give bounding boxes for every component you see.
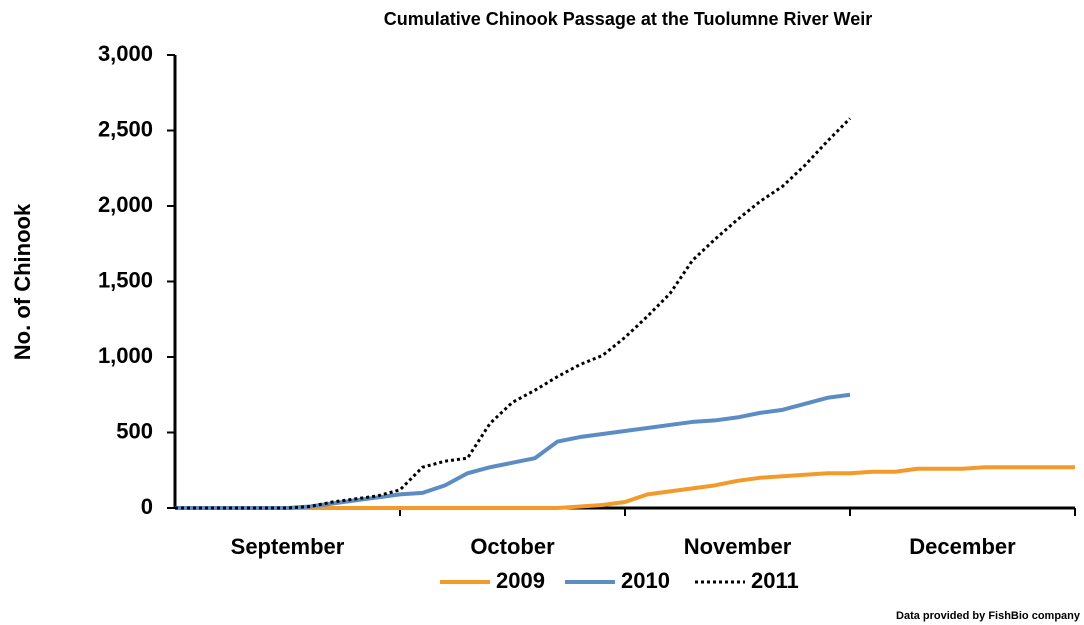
chart-title: Cumulative Chinook Passage at the Tuolum… (384, 9, 872, 29)
series-line (175, 117, 852, 510)
series-line (175, 465, 1075, 510)
y-tick-label: 1,500 (98, 267, 153, 292)
y-tick-label: 2,000 (98, 192, 153, 217)
x-tick-label: October (470, 534, 555, 559)
series-line (175, 392, 851, 510)
y-tick-label: 2,500 (98, 116, 153, 141)
legend-label: 2011 (751, 568, 799, 593)
legend-label: 2010 (621, 568, 670, 593)
y-tick-label: 0 (141, 494, 153, 519)
legend-label: 2009 (496, 568, 545, 593)
source-note: Data provided by FishBio company (896, 610, 1081, 622)
y-tick-label: 1,000 (98, 343, 153, 368)
y-tick-label: 3,000 (98, 41, 153, 66)
y-axis-label: No. of Chinook (10, 203, 35, 360)
x-tick-label: November (684, 534, 792, 559)
x-tick-label: September (231, 534, 345, 559)
y-tick-label: 500 (116, 418, 153, 443)
x-tick-label: December (909, 534, 1016, 559)
